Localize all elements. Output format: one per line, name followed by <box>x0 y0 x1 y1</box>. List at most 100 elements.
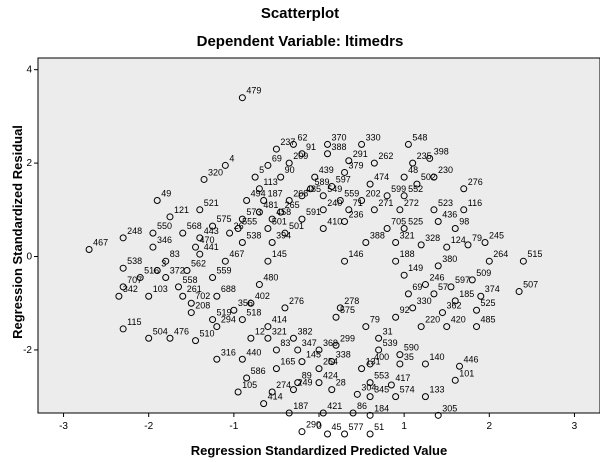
data-point <box>183 267 191 275</box>
data-point <box>264 334 272 342</box>
point-label: 131 <box>366 357 381 367</box>
data-point <box>430 173 438 181</box>
data-point <box>196 250 204 258</box>
data-point <box>366 430 374 438</box>
point-label: 79 <box>370 315 380 325</box>
point-label: 474 <box>374 172 389 182</box>
data-point <box>209 316 217 324</box>
point-label: 320 <box>208 167 223 177</box>
point-label: 330 <box>417 296 432 306</box>
point-label: 414 <box>268 392 283 402</box>
data-point <box>358 365 366 373</box>
x-axis: -3 -2 -1 0 1 2 3 <box>59 413 578 432</box>
data-point <box>328 182 336 190</box>
point-label: 240 <box>327 198 342 208</box>
data-point <box>175 283 182 291</box>
point-label: 515 <box>527 249 542 259</box>
point-label: 510 <box>200 329 215 339</box>
point-label: 51 <box>374 422 384 432</box>
y-axis: 4 2 0 -2 <box>23 65 38 356</box>
data-point <box>456 362 463 370</box>
data-point <box>400 173 408 181</box>
data-point <box>387 381 395 389</box>
data-point <box>332 313 340 321</box>
point-label: 342 <box>123 284 138 294</box>
point-label: 3 <box>161 259 166 269</box>
data-point <box>85 246 93 254</box>
data-point <box>209 274 217 282</box>
data-point <box>196 234 204 242</box>
point-label: 394 <box>276 231 291 241</box>
data-point <box>153 196 161 204</box>
data-point <box>315 346 323 354</box>
data-point <box>366 411 374 419</box>
point-label: 555 <box>242 216 257 226</box>
point-label: 261 <box>187 284 202 294</box>
point-label: 372 <box>170 266 185 276</box>
point-label: 705 <box>391 216 406 226</box>
point-label: 165 <box>280 357 295 367</box>
point-label: 328 <box>425 233 440 243</box>
x-tick-label: 2 <box>487 421 493 432</box>
point-label: 550 <box>157 221 172 231</box>
point-label: 105 <box>242 380 257 390</box>
data-point <box>341 217 349 225</box>
data-point <box>196 206 204 214</box>
point-label: 90 <box>285 165 295 175</box>
data-point <box>119 234 127 242</box>
point-label: 467 <box>229 249 244 259</box>
data-point <box>145 334 153 342</box>
data-point <box>272 346 280 354</box>
point-label: 479 <box>246 86 261 96</box>
data-point <box>166 334 174 342</box>
data-point <box>289 386 297 394</box>
data-point <box>409 159 417 167</box>
data-point <box>238 355 246 363</box>
point-label: 28 <box>336 378 346 388</box>
point-label: 209 <box>293 151 308 161</box>
data-point <box>272 145 280 153</box>
data-point <box>332 341 340 349</box>
data-point <box>260 196 268 204</box>
data-point <box>234 224 242 232</box>
point-label: 379 <box>349 160 364 170</box>
point-label: 575 <box>340 305 355 315</box>
plot-area <box>37 57 600 414</box>
data-point <box>255 185 263 193</box>
data-point <box>341 168 349 176</box>
data-point <box>473 323 481 331</box>
data-point <box>324 150 332 158</box>
data-point <box>485 257 493 265</box>
data-point <box>421 393 429 401</box>
data-point <box>192 243 200 251</box>
point-label: 149 <box>408 263 423 273</box>
data-point <box>319 224 327 232</box>
data-point <box>438 309 446 317</box>
point-label: 589 <box>314 177 329 187</box>
point-label: 45 <box>332 422 342 432</box>
data-point <box>464 241 472 249</box>
point-label: 501 <box>272 216 287 226</box>
point-label: 91 <box>306 142 316 152</box>
data-point <box>426 154 434 162</box>
data-point <box>149 243 157 251</box>
data-point <box>213 355 221 363</box>
point-label: 26 <box>234 221 244 231</box>
point-label: 57 <box>438 282 448 292</box>
data-point <box>289 334 297 342</box>
data-point <box>243 196 251 204</box>
data-point <box>362 323 370 331</box>
point-label: 470 <box>200 235 215 245</box>
data-point <box>421 281 429 289</box>
x-tick-label: -2 <box>144 421 153 432</box>
data-point <box>349 409 357 417</box>
point-label: 539 <box>383 338 398 348</box>
data-point <box>396 360 404 368</box>
data-point <box>213 292 221 300</box>
point-label: 548 <box>412 132 427 142</box>
point-label: 573 <box>246 207 261 217</box>
data-point <box>519 257 527 265</box>
point-label: 208 <box>195 301 210 311</box>
chart-title: Scatterplot <box>261 5 339 22</box>
point-label: 268 <box>293 188 308 198</box>
